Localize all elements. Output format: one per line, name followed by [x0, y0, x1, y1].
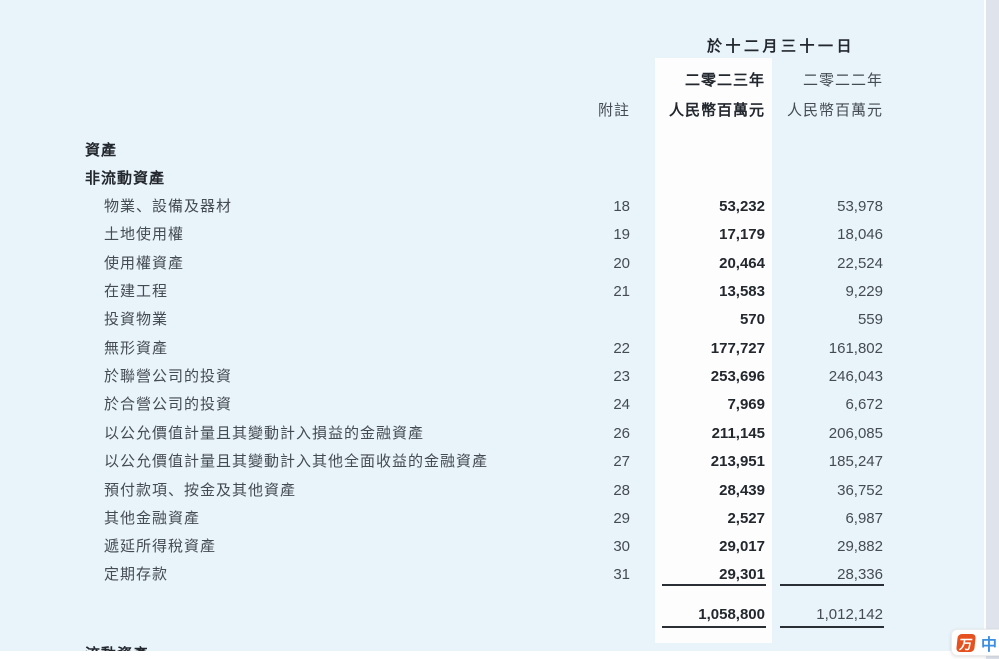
row-value-2022: 6,672: [845, 396, 883, 413]
row-value-2022: 53,978: [837, 198, 883, 215]
section-title-assets: 資產: [85, 142, 118, 159]
year-2022-header: 二零二二年: [802, 72, 883, 89]
row-note: 26: [613, 425, 630, 442]
total-value-2023: 1,058,800: [698, 606, 765, 623]
row-value-2022: 22,524: [837, 255, 883, 272]
row-value-2022: 246,043: [828, 368, 883, 385]
row-label: 投資物業: [104, 311, 169, 328]
row-note: 30: [613, 538, 630, 555]
row-value-2023: 20,464: [719, 255, 765, 272]
unit-2023-header: 人民幣百萬元: [668, 102, 765, 119]
row-value-2023: 211,145: [711, 425, 765, 442]
notes-column-header: 附註: [597, 102, 630, 119]
row-note: 22: [613, 340, 630, 357]
subtotal-rule-2023: [662, 584, 766, 586]
row-note: 19: [613, 226, 630, 243]
row-label: 物業、設備及器材: [104, 198, 233, 215]
row-label: 其他金融資產: [104, 510, 201, 527]
translator-language-label[interactable]: 中: [981, 636, 998, 654]
row-label: 以公允價值計量且其變動計入損益的金融資產: [104, 425, 425, 442]
row-label: 於合營公司的投資: [104, 396, 233, 413]
row-value-2023: 7,969: [727, 396, 765, 413]
row-label: 預付款項、按金及其他資產: [104, 482, 297, 499]
current-year-column-highlight: [655, 58, 772, 643]
year-2023-header: 二零二三年: [684, 72, 765, 89]
row-value-2022: 161,802: [828, 340, 883, 357]
row-value-2023: 17,179: [719, 226, 765, 243]
row-note: 18: [613, 198, 630, 215]
translator-icon[interactable]: 万: [956, 633, 976, 652]
row-value-2022: 559: [857, 311, 883, 328]
row-note: 28: [613, 482, 630, 499]
row-value-2023: 253,696: [710, 368, 765, 385]
total-value-2022: 1,012,142: [816, 606, 883, 623]
row-value-2023: 28,439: [719, 482, 765, 499]
row-label: 遞延所得稅資產: [104, 538, 217, 555]
row-value-2023: 53,232: [719, 198, 765, 215]
row-value-2023: 2,527: [727, 510, 765, 527]
row-value-2022: 18,046: [837, 226, 883, 243]
row-label: 土地使用權: [104, 226, 185, 243]
row-value-2022: 28,336: [837, 566, 883, 583]
translator-widget[interactable]: 万 中: [951, 629, 999, 656]
row-value-2022: 185,247: [828, 453, 883, 470]
row-note: 31: [613, 566, 630, 583]
row-label: 使用權資產: [104, 255, 185, 272]
total-rule-2022: [780, 626, 884, 628]
row-label: 在建工程: [104, 283, 169, 300]
row-value-2023: 13,583: [719, 283, 765, 300]
total-rule-2023: [662, 626, 766, 628]
row-label: 無形資產: [104, 340, 169, 357]
row-value-2023: 29,301: [719, 566, 765, 583]
section-title-noncurrent-assets: 非流動資產: [85, 170, 166, 187]
row-value-2023: 177,727: [710, 340, 765, 357]
row-value-2022: 206,085: [828, 425, 883, 442]
row-value-2023: 570: [739, 311, 765, 328]
scrollbar-track[interactable]: [984, 0, 999, 659]
row-value-2022: 29,882: [837, 538, 883, 555]
row-label: 定期存款: [104, 566, 169, 583]
row-value-2022: 36,752: [837, 482, 883, 499]
row-value-2023: 29,017: [719, 538, 765, 555]
row-note: 29: [613, 510, 630, 527]
page-bottom-margin: [0, 651, 984, 659]
row-value-2022: 9,229: [845, 283, 883, 300]
row-label: 以公允價值計量且其變動計入其他全面收益的金融資產: [104, 453, 489, 470]
date-column-header: 於十二月三十一日: [707, 38, 856, 55]
row-note: 27: [613, 453, 630, 470]
row-note: 21: [613, 283, 630, 300]
row-note: 23: [613, 368, 630, 385]
row-note: 20: [613, 255, 630, 272]
row-note: 24: [613, 396, 630, 413]
unit-2022-header: 人民幣百萬元: [786, 102, 883, 119]
subtotal-rule-2022: [780, 584, 884, 586]
row-label: 於聯營公司的投資: [104, 368, 233, 385]
row-value-2022: 6,987: [845, 510, 883, 527]
row-value-2023: 213,951: [710, 453, 765, 470]
